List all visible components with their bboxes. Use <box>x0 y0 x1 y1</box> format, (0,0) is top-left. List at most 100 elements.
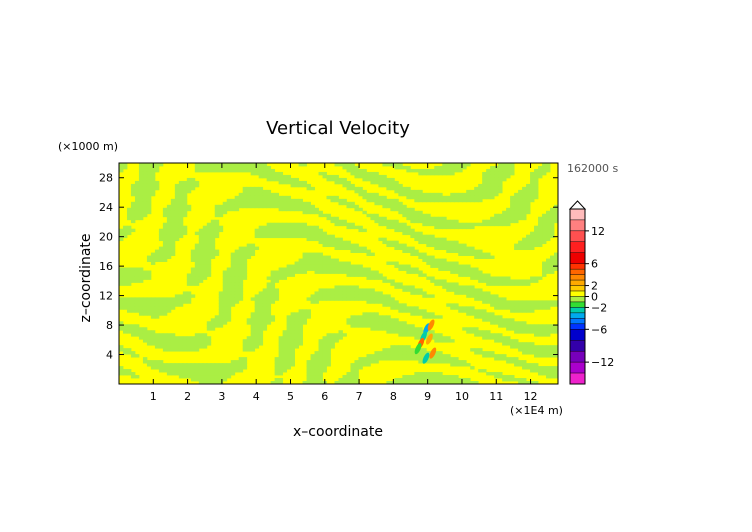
field-cell <box>202 369 208 373</box>
field-cell <box>354 369 359 373</box>
field-cell <box>466 294 471 298</box>
field-cell <box>422 258 427 262</box>
field-cell <box>350 369 355 373</box>
field-cell <box>250 324 256 328</box>
field-cell <box>154 336 160 340</box>
field-cell <box>210 240 216 245</box>
field-cell <box>326 258 331 262</box>
field-cell <box>230 267 236 271</box>
field-cell <box>178 207 184 212</box>
field-cell <box>202 378 208 382</box>
field-cell <box>438 357 443 361</box>
field-cell <box>450 270 455 274</box>
field-cell <box>162 312 168 316</box>
field-cell <box>178 297 184 301</box>
field-cell <box>462 285 467 289</box>
field-cell <box>146 363 152 367</box>
field-cell <box>218 306 224 310</box>
field-cell <box>270 270 276 274</box>
field-cell <box>122 276 128 280</box>
field-cell <box>290 267 295 271</box>
field-cell <box>230 288 236 292</box>
field-cell <box>334 270 339 274</box>
field-cell <box>526 201 531 206</box>
field-cell <box>358 270 363 274</box>
field-cell <box>518 279 523 283</box>
field-cell <box>130 186 136 191</box>
field-cell <box>222 309 228 313</box>
field-cell <box>374 201 379 206</box>
field-cell <box>342 183 347 188</box>
field-cell <box>162 345 168 349</box>
field-cell <box>426 171 431 176</box>
field-cell <box>314 300 319 304</box>
field-cell <box>302 234 307 239</box>
field-cell <box>470 252 475 256</box>
chart-title: Vertical Velocity <box>266 118 410 139</box>
field-cell <box>134 195 140 200</box>
field-cell <box>414 249 419 253</box>
field-cell <box>222 207 228 212</box>
field-cell <box>142 165 148 170</box>
field-cell <box>222 378 228 382</box>
field-cell <box>218 378 224 382</box>
field-cell <box>414 234 419 239</box>
field-cell <box>154 333 160 337</box>
field-cell <box>134 210 140 215</box>
field-cell <box>198 345 204 349</box>
field-cell <box>462 273 467 277</box>
field-cell <box>254 342 260 346</box>
field-cell <box>238 273 244 277</box>
field-cell <box>222 273 228 277</box>
field-cell <box>202 237 208 242</box>
field-cell <box>350 366 355 370</box>
field-cell <box>222 288 228 292</box>
y-tick-label: 16 <box>99 260 113 273</box>
field-cell <box>498 168 503 173</box>
field-cell <box>414 327 419 331</box>
field-cell <box>490 315 495 319</box>
x-tick-label: 12 <box>524 390 538 403</box>
field-cell <box>326 213 331 218</box>
field-cell <box>418 234 423 239</box>
field-cell <box>162 228 168 233</box>
field-cell <box>274 198 280 203</box>
field-cell <box>510 279 515 283</box>
field-cell <box>390 183 395 188</box>
field-cell <box>402 345 407 349</box>
field-cell <box>238 288 244 292</box>
field-cell <box>314 297 319 301</box>
field-cell <box>430 243 435 248</box>
field-cell <box>470 273 475 277</box>
field-cell <box>490 168 495 173</box>
field-cell <box>170 339 176 343</box>
field-cell <box>526 279 531 283</box>
field-cell <box>498 276 503 280</box>
field-cell <box>146 192 152 197</box>
field-cell <box>522 207 527 212</box>
field-cell <box>498 183 503 188</box>
field-cell <box>278 267 284 271</box>
field-cell <box>146 165 152 170</box>
field-cell <box>294 198 299 203</box>
field-cell <box>146 306 152 310</box>
field-cell <box>402 306 407 310</box>
field-cell <box>382 318 387 322</box>
field-cell <box>438 354 443 358</box>
field-cell <box>142 201 148 206</box>
field-cell <box>534 192 539 197</box>
field-cell <box>530 177 535 182</box>
field-cell <box>218 366 224 370</box>
field-cell <box>314 363 319 367</box>
field-cell <box>170 372 176 376</box>
field-cell <box>242 276 248 280</box>
field-cell <box>222 306 228 310</box>
field-cell <box>442 336 447 340</box>
field-cell <box>450 303 455 307</box>
field-cell <box>170 213 176 218</box>
field-cell <box>178 342 184 346</box>
field-cell <box>454 249 459 253</box>
field-cell <box>138 207 144 212</box>
field-cell <box>158 258 164 262</box>
field-cell <box>170 303 176 307</box>
